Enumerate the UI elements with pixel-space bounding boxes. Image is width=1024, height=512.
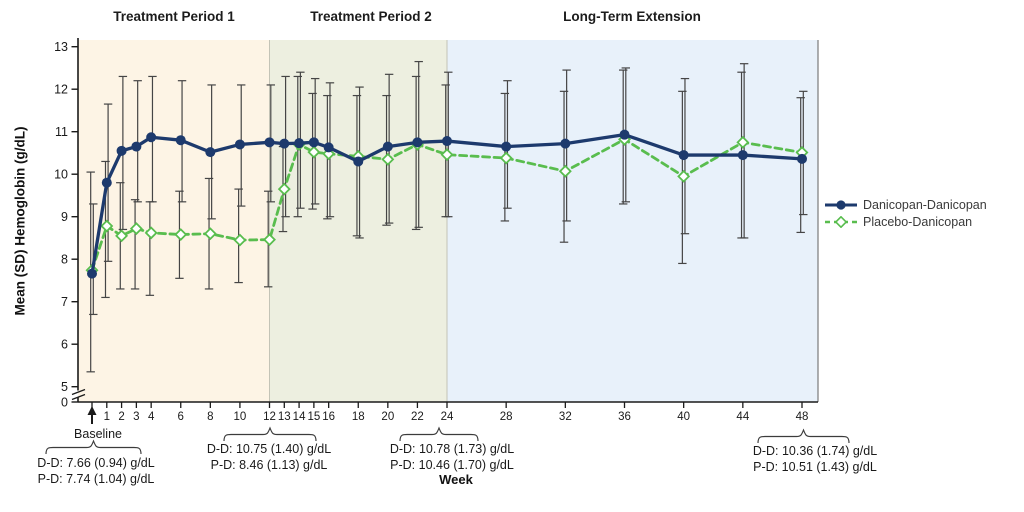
- svg-text:32: 32: [559, 411, 572, 423]
- svg-text:28: 28: [500, 411, 513, 423]
- svg-text:14: 14: [293, 411, 306, 423]
- annotation-line: D-D: 10.75 (1.40) g/dL: [206, 442, 332, 456]
- baseline-label: Baseline: [74, 427, 122, 441]
- svg-text:10: 10: [54, 168, 68, 182]
- brace-week-24: [399, 426, 479, 442]
- brace-weeks-12-16: [223, 426, 317, 442]
- svg-text:20: 20: [381, 411, 394, 423]
- svg-text:8: 8: [61, 253, 68, 267]
- annotation-line: D-D: 10.36 (1.74) g/dL: [752, 444, 878, 458]
- svg-text:13: 13: [54, 40, 68, 54]
- svg-text:18: 18: [352, 411, 365, 423]
- y-axis-ticks: 0 5 6 7 8 9 10 11 12 13: [54, 40, 78, 410]
- svg-text:6: 6: [61, 338, 68, 352]
- svg-text:5: 5: [61, 380, 68, 394]
- annotation-week-24: D-D: 10.78 (1.73) g/dL P-D: 10.46 (1.70)…: [390, 442, 514, 473]
- region-title-long-term-extension: Long-Term Extension: [563, 9, 701, 24]
- svg-text:13: 13: [278, 411, 291, 423]
- svg-text:0: 0: [61, 396, 68, 410]
- svg-text:1: 1: [104, 411, 110, 423]
- svg-text:40: 40: [677, 411, 690, 423]
- svg-text:10: 10: [234, 411, 247, 423]
- region-title-treatment-period-1: Treatment Period 1: [113, 9, 235, 24]
- svg-text:12: 12: [263, 411, 276, 423]
- svg-text:12: 12: [54, 83, 68, 97]
- svg-text:48: 48: [796, 411, 809, 423]
- series-markers-danicopan-danicopan: [87, 129, 808, 279]
- svg-text:36: 36: [618, 411, 631, 423]
- brace-week-48: [757, 428, 850, 444]
- x-axis-title: Week: [439, 472, 473, 487]
- annotation-line: P-D: 10.51 (1.43) g/dL: [753, 459, 877, 474]
- baseline-arrow-icon: [87, 406, 97, 424]
- legend-label: Danicopan-Danicopan: [863, 198, 987, 212]
- svg-text:16: 16: [322, 411, 335, 423]
- svg-text:4: 4: [148, 411, 155, 423]
- axes: [77, 38, 818, 403]
- svg-text:22: 22: [411, 411, 424, 423]
- region-title-treatment-period-2: Treatment Period 2: [310, 9, 432, 24]
- annotation-line: D-D: 10.78 (1.73) g/dL: [389, 442, 515, 456]
- annotation-line: P-D: 10.46 (1.70) g/dL: [390, 457, 514, 472]
- svg-text:2: 2: [118, 411, 124, 423]
- annotation-line: D-D: 7.66 (0.94) g/dL: [37, 456, 155, 470]
- legend-item-placebo-danicopan: Placebo-Danicopan: [824, 215, 987, 229]
- svg-text:44: 44: [736, 411, 749, 423]
- legend-label: Placebo-Danicopan: [863, 215, 973, 229]
- svg-text:9: 9: [61, 210, 68, 224]
- annotation-week-48: D-D: 10.36 (1.74) g/dL P-D: 10.51 (1.43)…: [753, 444, 877, 475]
- legend-item-danicopan-danicopan: Danicopan-Danicopan: [824, 198, 987, 212]
- legend-swatch-filled-circle-icon: [825, 200, 857, 210]
- legend-swatch-open-diamond-icon: [825, 216, 857, 228]
- svg-text:6: 6: [178, 411, 184, 423]
- annotation-line: P-D: 8.46 (1.13) g/dL: [210, 457, 328, 472]
- y-axis-break-icon: [71, 388, 86, 401]
- svg-text:3: 3: [133, 411, 139, 423]
- legend: Danicopan-Danicopan Placebo-Danicopan: [824, 198, 987, 229]
- y-axis-title: Mean (SD) Hemoglobin (g/dL): [12, 126, 28, 316]
- annotation-line: P-D: 7.74 (1.04) g/dL: [37, 471, 155, 486]
- svg-text:11: 11: [55, 125, 68, 139]
- x-axis-ticks: 1 2 3 4 6 8 10 12 13 14 15 16 18 20 22 24 28 32 36 40 44 48: [91, 402, 809, 423]
- svg-text:7: 7: [61, 295, 68, 309]
- svg-text:24: 24: [441, 411, 454, 423]
- annotation-weeks-12-16: D-D: 10.75 (1.40) g/dL P-D: 8.46 (1.13) …: [207, 442, 331, 473]
- svg-text:15: 15: [307, 411, 320, 423]
- svg-text:8: 8: [207, 411, 213, 423]
- annotation-baseline: D-D: 7.66 (0.94) g/dL P-D: 7.74 (1.04) g…: [37, 456, 154, 487]
- brace-baseline: [45, 439, 142, 455]
